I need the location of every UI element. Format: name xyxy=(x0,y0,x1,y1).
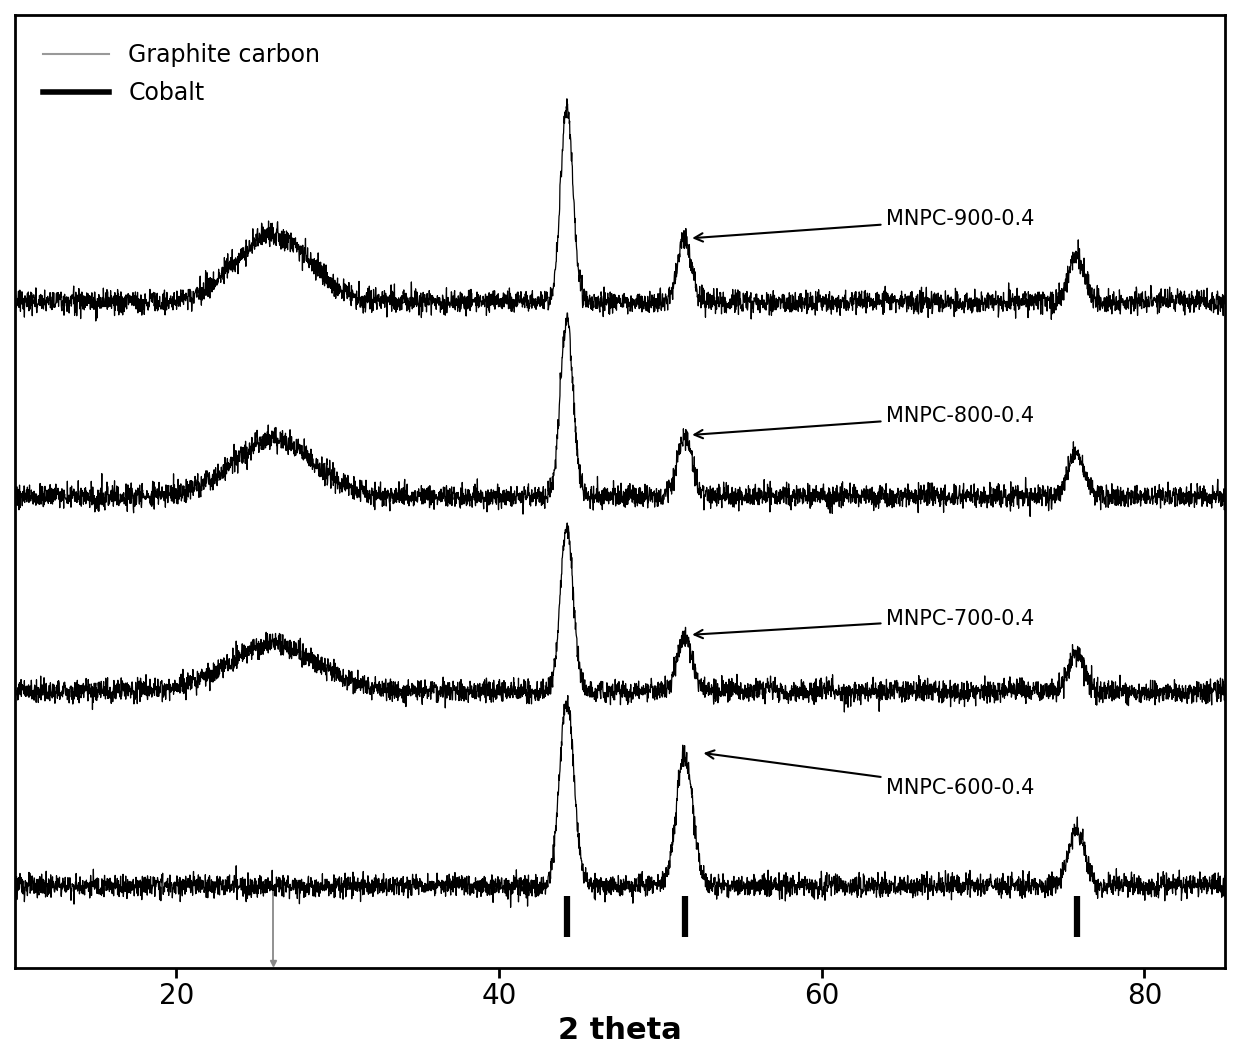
Legend: Graphite carbon, Cobalt: Graphite carbon, Cobalt xyxy=(33,34,330,114)
Text: MNPC-900-0.4: MNPC-900-0.4 xyxy=(694,209,1034,242)
Text: MNPC-700-0.4: MNPC-700-0.4 xyxy=(694,608,1034,638)
X-axis label: 2 theta: 2 theta xyxy=(558,1015,682,1045)
Text: MNPC-600-0.4: MNPC-600-0.4 xyxy=(706,750,1034,798)
Text: MNPC-800-0.4: MNPC-800-0.4 xyxy=(694,406,1034,438)
